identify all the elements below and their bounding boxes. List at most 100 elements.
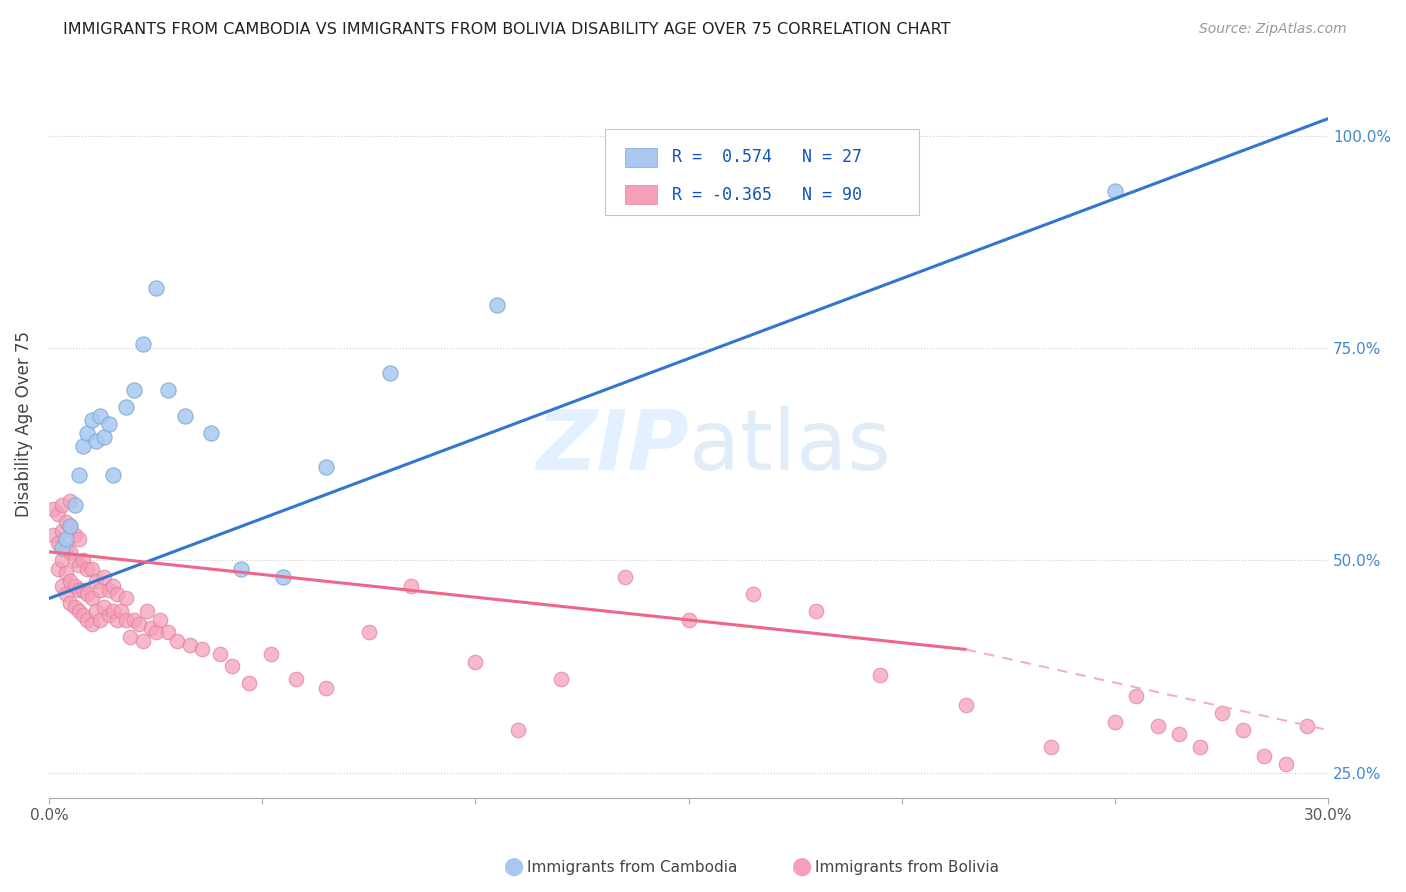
FancyBboxPatch shape bbox=[624, 148, 657, 167]
Point bbox=[1125, 689, 1147, 703]
Point bbox=[114, 613, 136, 627]
Point bbox=[550, 672, 572, 686]
Point bbox=[200, 425, 222, 440]
Point bbox=[157, 384, 180, 398]
Point bbox=[55, 515, 77, 529]
Point bbox=[51, 553, 73, 567]
Point bbox=[55, 587, 77, 601]
Point bbox=[132, 336, 155, 351]
Point bbox=[63, 599, 86, 614]
Point bbox=[122, 384, 145, 398]
Point bbox=[89, 582, 111, 597]
Point bbox=[51, 524, 73, 538]
Point bbox=[128, 617, 150, 632]
Point bbox=[238, 676, 260, 690]
Point bbox=[806, 604, 828, 618]
Point bbox=[80, 413, 103, 427]
Point bbox=[51, 498, 73, 512]
Point bbox=[46, 562, 69, 576]
Point bbox=[118, 630, 141, 644]
Text: Source: ZipAtlas.com: Source: ZipAtlas.com bbox=[1199, 22, 1347, 37]
Point bbox=[613, 570, 636, 584]
FancyBboxPatch shape bbox=[606, 129, 918, 215]
Point bbox=[285, 672, 308, 686]
Point bbox=[378, 367, 401, 381]
Point bbox=[80, 591, 103, 606]
Point bbox=[1295, 719, 1317, 733]
Point bbox=[93, 570, 115, 584]
Point bbox=[101, 468, 124, 483]
Point bbox=[46, 507, 69, 521]
Point bbox=[1253, 748, 1275, 763]
Point bbox=[741, 587, 763, 601]
Text: ⬤: ⬤ bbox=[792, 858, 811, 876]
Point bbox=[1104, 714, 1126, 729]
Point bbox=[72, 553, 94, 567]
Point bbox=[179, 638, 201, 652]
Point bbox=[97, 608, 120, 623]
Point bbox=[97, 417, 120, 432]
Point bbox=[114, 401, 136, 415]
Text: ZIP: ZIP bbox=[536, 406, 689, 487]
Point bbox=[1274, 757, 1296, 772]
Point bbox=[1211, 706, 1233, 720]
Point bbox=[42, 528, 65, 542]
Point bbox=[1167, 727, 1189, 741]
Point bbox=[166, 634, 188, 648]
Point bbox=[93, 599, 115, 614]
Point bbox=[76, 587, 98, 601]
Point bbox=[1146, 719, 1168, 733]
Point bbox=[76, 613, 98, 627]
Point bbox=[101, 604, 124, 618]
Point bbox=[72, 582, 94, 597]
Point bbox=[51, 541, 73, 555]
Point bbox=[208, 647, 231, 661]
Text: Immigrants from Cambodia: Immigrants from Cambodia bbox=[527, 860, 738, 874]
Point bbox=[229, 562, 252, 576]
Point bbox=[84, 574, 107, 589]
Point bbox=[59, 596, 82, 610]
Point bbox=[63, 498, 86, 512]
Point bbox=[67, 532, 90, 546]
Point bbox=[97, 582, 120, 597]
Point bbox=[72, 608, 94, 623]
Point bbox=[89, 613, 111, 627]
Point bbox=[221, 659, 243, 673]
Point bbox=[174, 409, 197, 423]
Point bbox=[59, 519, 82, 533]
Y-axis label: Disability Age Over 75: Disability Age Over 75 bbox=[15, 331, 32, 517]
Point bbox=[506, 723, 529, 738]
Point bbox=[136, 604, 159, 618]
Point bbox=[357, 625, 380, 640]
Point bbox=[55, 566, 77, 580]
Point bbox=[157, 625, 180, 640]
Point bbox=[63, 553, 86, 567]
Point bbox=[1104, 184, 1126, 198]
Point bbox=[84, 434, 107, 449]
Point bbox=[67, 582, 90, 597]
Point bbox=[72, 439, 94, 453]
Point bbox=[485, 298, 508, 312]
Point bbox=[46, 536, 69, 550]
Point bbox=[55, 532, 77, 546]
Text: R = -0.365   N = 90: R = -0.365 N = 90 bbox=[672, 186, 862, 203]
Point bbox=[59, 493, 82, 508]
Point bbox=[678, 613, 700, 627]
Point bbox=[84, 604, 107, 618]
Point bbox=[59, 519, 82, 533]
Point bbox=[76, 562, 98, 576]
Point bbox=[63, 579, 86, 593]
Point bbox=[1189, 740, 1212, 755]
Point bbox=[59, 545, 82, 559]
Point bbox=[273, 570, 295, 584]
Point bbox=[955, 698, 977, 712]
Point bbox=[101, 579, 124, 593]
Point bbox=[114, 591, 136, 606]
Point bbox=[122, 613, 145, 627]
Point bbox=[80, 562, 103, 576]
Point bbox=[63, 528, 86, 542]
Point bbox=[315, 459, 337, 474]
Text: ⬤: ⬤ bbox=[503, 858, 523, 876]
Point bbox=[105, 613, 128, 627]
Point bbox=[67, 604, 90, 618]
